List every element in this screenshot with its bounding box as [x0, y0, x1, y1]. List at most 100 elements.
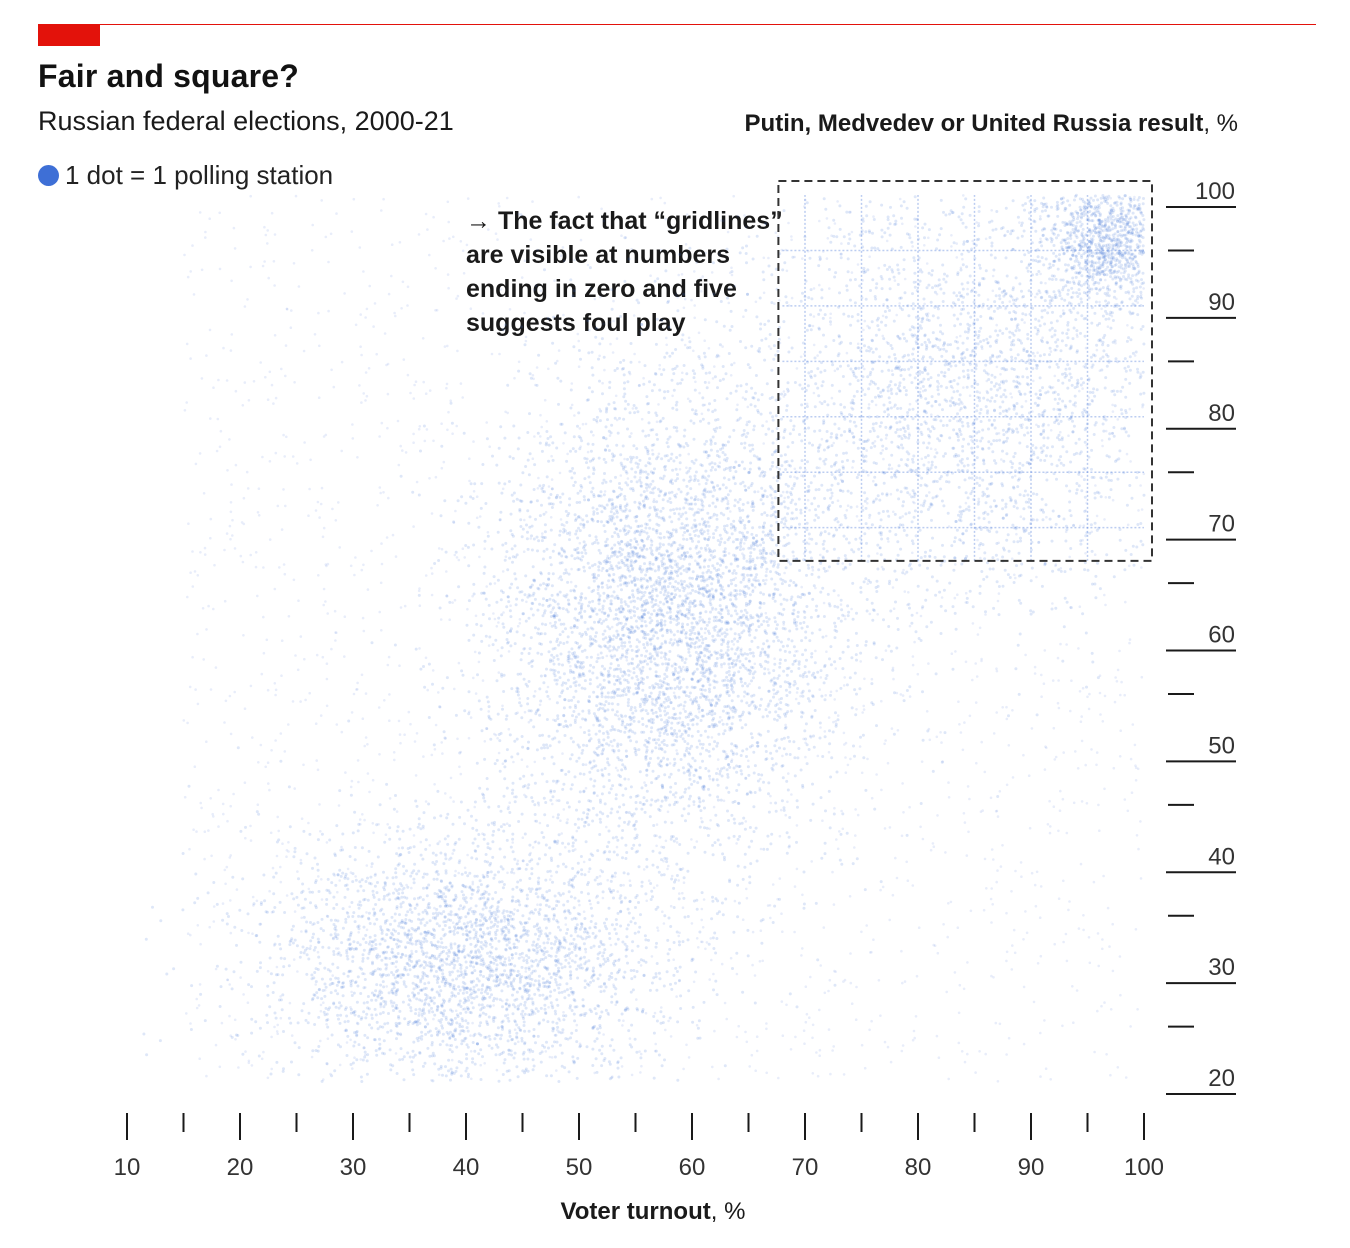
polling-station-dot: [654, 972, 658, 976]
polling-station-dot: [1108, 945, 1111, 948]
polling-station-dot: [241, 1052, 245, 1056]
polling-station-dot: [233, 547, 237, 550]
polling-station-dot: [182, 719, 186, 722]
polling-station-dot: [620, 234, 623, 237]
polling-station-dot: [1116, 418, 1120, 421]
polling-station-dot: [666, 810, 670, 814]
polling-station-dot: [686, 869, 690, 873]
polling-station-dot: [1028, 826, 1032, 830]
polling-station-dot: [1110, 314, 1114, 318]
polling-station-dot: [706, 532, 710, 535]
polling-station-dot: [379, 491, 383, 495]
polling-station-dot: [996, 599, 1000, 603]
polling-station-dot: [274, 1016, 278, 1020]
polling-station-dot: [304, 930, 308, 934]
polling-station-dot: [433, 929, 436, 932]
polling-station-dot: [532, 1064, 536, 1068]
polling-station-dot: [308, 691, 312, 695]
polling-station-dot: [898, 197, 902, 201]
polling-station-dot: [332, 950, 336, 953]
polling-station-dot: [1059, 567, 1063, 570]
polling-station-dot: [287, 785, 291, 789]
polling-station-dot: [351, 955, 355, 959]
polling-station-dot: [502, 823, 505, 826]
polling-station-dot: [1085, 802, 1089, 805]
polling-station-dot: [886, 1045, 890, 1049]
polling-station-dot: [349, 785, 353, 789]
polling-station-dot: [366, 772, 370, 775]
polling-station-dot: [598, 874, 602, 878]
polling-station-dot: [461, 884, 465, 888]
polling-station-dot: [333, 852, 337, 856]
polling-station-dot: [911, 884, 915, 887]
polling-station-dot: [990, 974, 993, 978]
polling-station-dot: [475, 983, 479, 987]
polling-station-dot: [385, 876, 389, 880]
polling-station-dot: [451, 978, 455, 982]
polling-station-dot: [410, 960, 414, 963]
polling-station-dot: [854, 1018, 858, 1021]
polling-station-dot: [788, 992, 792, 996]
polling-station-dot: [462, 272, 466, 275]
polling-station-dot: [825, 217, 829, 220]
polling-station-dot: [855, 985, 858, 989]
polling-station-dot: [819, 676, 823, 679]
polling-station-dot: [326, 612, 330, 615]
polling-station-dot: [243, 781, 247, 784]
polling-station-dot: [543, 1007, 547, 1011]
polling-station-dot: [472, 928, 476, 932]
polling-station-dot: [305, 953, 309, 957]
polling-station-dot: [457, 985, 461, 989]
polling-station-dot: [387, 973, 391, 977]
polling-station-dot: [372, 907, 376, 911]
polling-station-dot: [534, 892, 538, 896]
polling-station-dot: [544, 1012, 548, 1015]
polling-station-dot: [542, 953, 546, 956]
polling-station-dot: [424, 800, 428, 803]
polling-station-dot: [537, 974, 541, 978]
polling-station-dot: [392, 973, 396, 977]
polling-station-dot: [587, 823, 591, 827]
polling-station-dot: [891, 586, 895, 589]
polling-station-dot: [900, 949, 903, 953]
polling-station-dot: [1039, 215, 1042, 218]
polling-station-dot: [440, 1018, 444, 1021]
polling-station-dot: [1100, 439, 1104, 442]
polling-station-dot: [525, 904, 529, 908]
polling-station-dot: [391, 876, 395, 880]
polling-station-dot: [534, 1007, 538, 1011]
polling-station-dot: [442, 910, 446, 914]
polling-station-dot: [1039, 954, 1043, 958]
polling-station-dot: [528, 877, 532, 880]
polling-station-dot: [221, 902, 225, 905]
polling-station-dot: [601, 954, 605, 958]
polling-station-dot: [756, 490, 760, 494]
polling-station-dot: [968, 714, 972, 718]
polling-station-dot: [633, 352, 636, 356]
polling-station-dot: [322, 1001, 325, 1004]
polling-station-dot: [354, 556, 357, 559]
polling-station-dot: [271, 866, 275, 870]
polling-station-dot: [458, 988, 462, 992]
polling-station-dot: [522, 1057, 526, 1061]
polling-station-dot: [842, 731, 846, 735]
polling-station-dot: [217, 378, 220, 382]
polling-station-dot: [894, 856, 897, 860]
polling-station-dot: [524, 966, 528, 970]
polling-station-dot: [1128, 638, 1132, 641]
polling-station-dot: [849, 952, 852, 955]
polling-station-dot: [652, 886, 656, 890]
polling-station-dot: [448, 930, 452, 934]
polling-station-dot: [843, 676, 846, 679]
polling-station-dot: [460, 1042, 464, 1046]
polling-station-dot: [224, 882, 227, 886]
polling-station-dot: [448, 618, 452, 621]
polling-station-dot: [1084, 346, 1088, 350]
polling-station-dot: [556, 816, 560, 820]
polling-station-dot: [436, 940, 440, 944]
polling-station-dot: [961, 402, 964, 406]
polling-station-dot: [727, 287, 731, 290]
polling-station-dot: [533, 840, 537, 844]
polling-station-dot: [579, 516, 582, 520]
polling-station-dot: [506, 1016, 510, 1020]
